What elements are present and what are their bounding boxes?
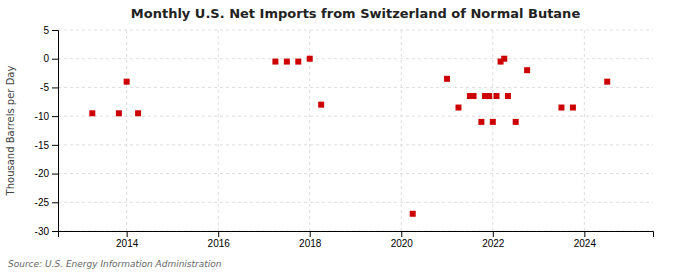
- x-tick-label: 2024: [574, 238, 597, 249]
- y-tick: -5: [40, 82, 58, 93]
- y-axis: 5 0 -5 -10 -15 -20 -25 -30: [35, 25, 59, 237]
- y-tick-mark: [52, 59, 58, 60]
- y-grid-line: [58, 30, 653, 31]
- point: [493, 93, 499, 99]
- x-grid-line: [584, 30, 585, 231]
- y-axis-line: [52, 31, 59, 232]
- y-tick-mark: [52, 87, 58, 88]
- grid: [58, 30, 653, 231]
- x-tick-mark: [127, 231, 128, 237]
- point: [478, 119, 484, 125]
- x-tick-mark: [493, 231, 494, 237]
- x-tick: 2020: [391, 231, 414, 249]
- y-axis-label: Thousand Barrels per Day: [5, 66, 16, 197]
- x-tick: 2014: [116, 231, 139, 249]
- point: [471, 93, 477, 99]
- x-tick: 2016: [208, 231, 231, 249]
- y-tick-mark: [52, 174, 58, 175]
- x-tick-label: 2018: [299, 238, 322, 249]
- point: [284, 59, 290, 65]
- y-tick-label: -30: [35, 226, 50, 237]
- x-grid-line: [401, 30, 402, 231]
- y-tick: 5: [43, 25, 58, 36]
- y-grid-line: [58, 173, 653, 174]
- y-tick-label: -5: [40, 82, 49, 93]
- point: [124, 79, 130, 85]
- x-axis: 2014 2016 2018 2020 2022 2024: [59, 231, 654, 249]
- point: [505, 93, 511, 99]
- y-tick-label: 5: [43, 25, 49, 36]
- point: [558, 105, 564, 111]
- point: [524, 67, 530, 73]
- x-grid-line: [126, 30, 127, 231]
- y-tick: -15: [35, 140, 58, 151]
- chart-container: 2014 2016 2018 2020 2022 2024 5 0 -5 -10 -15 -20 -25…: [0, 0, 675, 275]
- x-tick-mark: [401, 231, 402, 237]
- point: [318, 102, 324, 108]
- y-tick-label: -10: [35, 111, 50, 122]
- y-grid-line: [58, 116, 653, 117]
- point: [490, 119, 496, 125]
- y-tick: -10: [35, 111, 58, 122]
- y-tick-mark: [52, 145, 58, 146]
- x-tick-label: 2020: [391, 238, 414, 249]
- x-tick-mark: [218, 231, 219, 237]
- point: [513, 119, 519, 125]
- point: [272, 59, 278, 65]
- y-grid-line: [58, 58, 653, 59]
- source-note: Source: U.S. Energy Information Administ…: [8, 259, 222, 269]
- y-tick: 0: [43, 53, 58, 64]
- point: [570, 105, 576, 111]
- x-tick: 2018: [299, 231, 322, 249]
- point: [89, 110, 95, 116]
- y-tick: -20: [35, 168, 58, 179]
- x-tick-label: 2016: [208, 238, 231, 249]
- point: [486, 93, 492, 99]
- point: [501, 56, 507, 62]
- point: [295, 59, 301, 65]
- y-tick-mark: [52, 30, 58, 31]
- point: [444, 76, 450, 82]
- point: [135, 110, 141, 116]
- point: [455, 105, 461, 111]
- y-tick-mark: [52, 202, 58, 203]
- y-tick-mark: [52, 116, 58, 117]
- point: [604, 79, 610, 85]
- point: [307, 56, 313, 62]
- y-grid-line: [58, 144, 653, 145]
- chart-svg: 2014 2016 2018 2020 2022 2024 5 0 -5 -10 -15 -20 -25…: [0, 0, 675, 275]
- y-grid-line: [58, 202, 653, 203]
- points: [89, 56, 610, 217]
- y-tick: -30: [35, 226, 58, 237]
- title: Monthly U.S. Net Imports from Switzerlan…: [131, 6, 581, 21]
- point: [410, 211, 416, 217]
- x-grid-line: [218, 30, 219, 231]
- y-tick-mark: [52, 231, 58, 232]
- x-axis-line: [59, 232, 654, 238]
- y-grid-line: [58, 87, 653, 88]
- x-tick-mark: [310, 231, 311, 237]
- y-tick-label: -20: [35, 168, 50, 179]
- plot-area: 2014 2016 2018 2020 2022 2024 5 0 -5 -10 -15 -20 -25…: [35, 25, 654, 249]
- x-grid-line: [492, 30, 493, 231]
- y-tick-label: -25: [35, 197, 50, 208]
- x-tick-mark: [584, 231, 585, 237]
- x-tick-label: 2022: [482, 238, 505, 249]
- y-tick-label: 0: [43, 53, 49, 64]
- x-tick-label: 2014: [116, 238, 139, 249]
- x-tick: 2022: [482, 231, 505, 249]
- y-tick-label: -15: [35, 140, 50, 151]
- y-tick: -25: [35, 197, 58, 208]
- x-tick: 2024: [574, 231, 597, 249]
- point: [116, 110, 122, 116]
